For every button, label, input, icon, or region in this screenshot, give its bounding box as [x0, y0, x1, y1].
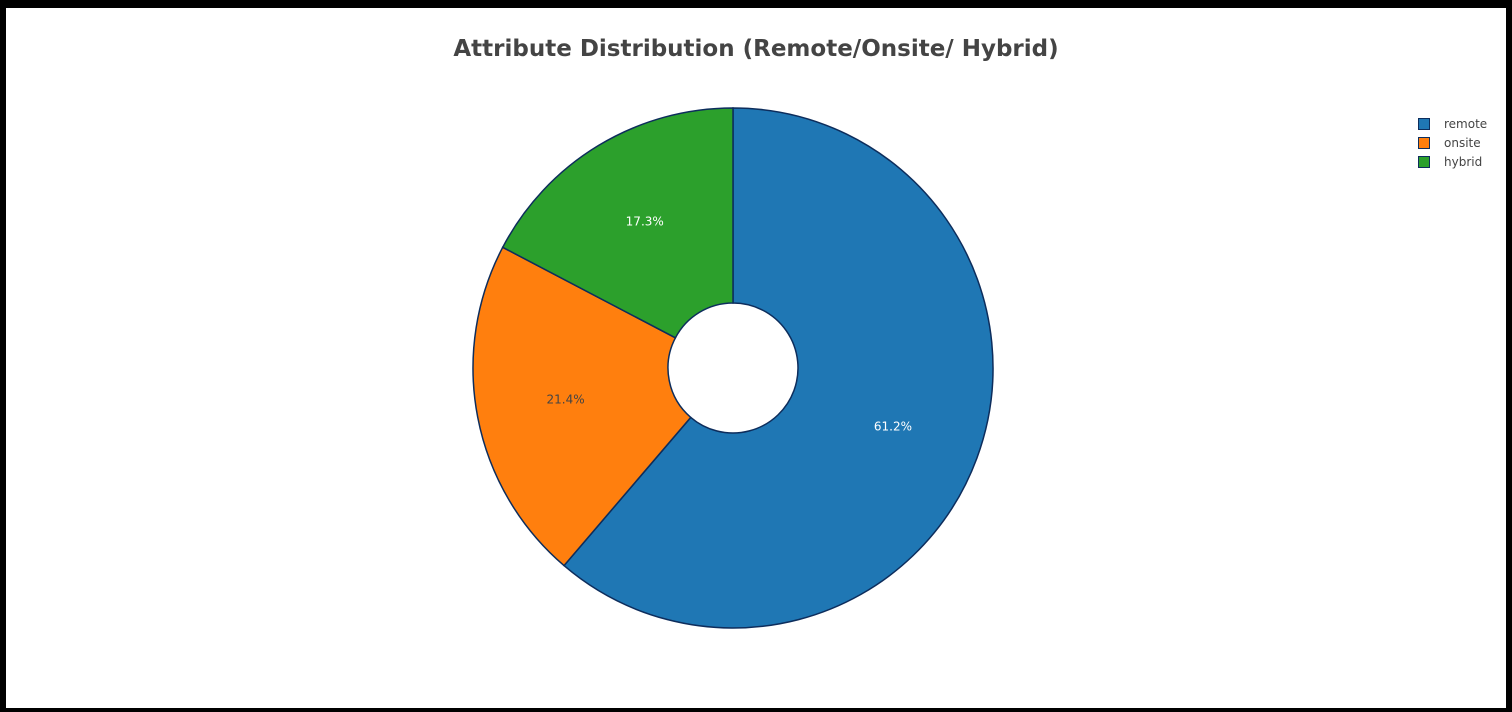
legend-swatch-onsite [1418, 136, 1430, 149]
chart-canvas: Attribute Distribution (Remote/Onsite/ H… [6, 8, 1506, 708]
legend-label-remote: remote [1444, 116, 1488, 131]
legend-swatch-hybrid [1418, 155, 1430, 168]
slice-label-onsite: 21.4% [547, 393, 585, 407]
slice-label-remote: 61.2% [874, 420, 912, 434]
pie-slice-hybrid[interactable] [501, 107, 734, 339]
legend-item-hybrid[interactable]: hybrid [1418, 152, 1487, 171]
chart-title: Attribute Distribution (Remote/Onsite/ H… [453, 36, 1059, 62]
legend-swatch-remote [1418, 117, 1430, 130]
legend: remote onsite hybrid [1418, 114, 1487, 171]
legend-label-hybrid: hybrid [1444, 154, 1483, 169]
pie-slice-remote[interactable] [562, 107, 994, 629]
pie-chart: 61.2% 21.4% 17.3% [472, 107, 994, 629]
legend-label-onsite: onsite [1444, 135, 1481, 150]
legend-item-onsite[interactable]: onsite [1418, 133, 1487, 152]
pie-slice-onsite[interactable] [472, 246, 692, 567]
slice-label-hybrid: 17.3% [626, 215, 664, 229]
legend-item-remote[interactable]: remote [1418, 114, 1487, 133]
